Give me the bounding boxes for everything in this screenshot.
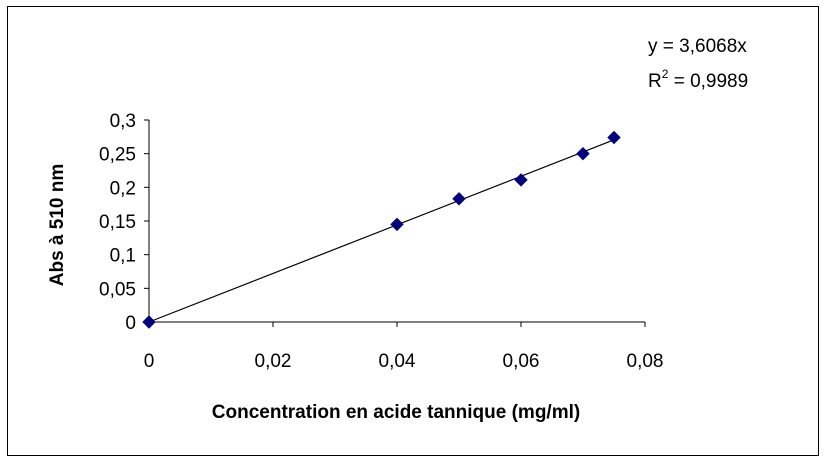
- y-tick-label: 0: [125, 313, 136, 334]
- trendline: [148, 139, 615, 323]
- y-tick-label: 0,2: [110, 178, 136, 199]
- r-squared-value: = 0,9989: [668, 71, 748, 92]
- y-tick-label: 0,3: [110, 111, 136, 132]
- r-squared-superscript: 2: [662, 67, 669, 81]
- data-point-diamond: [576, 146, 590, 161]
- y-tick-label: 0,25: [99, 145, 136, 166]
- r-squared-label: R2 = 0,9989: [648, 67, 748, 92]
- x-tick-label: 0,06: [503, 351, 540, 372]
- data-point-diamond: [607, 130, 621, 145]
- x-axis-title: Concentration en acide tannique (mg/ml): [212, 402, 580, 423]
- data-point-diamond: [514, 173, 528, 187]
- data-point-diamond: [390, 217, 404, 232]
- r-squared-prefix: R: [648, 71, 662, 92]
- data-points: [142, 130, 621, 329]
- data-point-diamond: [452, 192, 466, 206]
- x-tick-label: 0,08: [627, 351, 664, 372]
- trendline-equation: y = 3,6068x: [648, 36, 747, 57]
- data-point-diamond: [142, 315, 156, 329]
- ticks: 0 0,05 0,1 0,15 0,2 0,25 0,3 0 0,02 0,04 0,06 0,08: [99, 111, 663, 372]
- y-tick-label: 0,15: [99, 212, 136, 233]
- x-tick-label: 0,02: [255, 351, 292, 372]
- y-axis-title: Abs à 510 nm: [47, 164, 68, 287]
- x-tick-label: 0: [144, 351, 155, 372]
- y-tick-label: 0,1: [110, 246, 136, 267]
- chart-frame: [7, 6, 819, 456]
- trendline-layer: [148, 139, 615, 323]
- y-tick-label: 0,05: [99, 279, 136, 300]
- x-tick-label: 0,04: [379, 351, 416, 372]
